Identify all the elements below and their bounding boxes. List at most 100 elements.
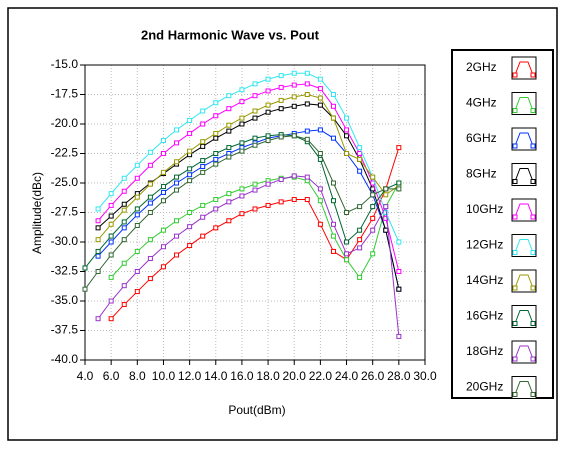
legend-glyph-marker — [512, 356, 518, 362]
legend-glyph-marker — [530, 285, 536, 291]
marker — [304, 197, 310, 203]
marker — [200, 233, 206, 239]
marker — [160, 169, 166, 175]
marker — [134, 269, 140, 274]
marker — [174, 233, 180, 239]
marker — [187, 130, 193, 136]
marker — [370, 204, 376, 210]
marker — [317, 151, 323, 156]
marker — [108, 316, 114, 322]
legend-glyph-marker — [530, 72, 536, 78]
legend-label: 6GHz — [466, 131, 497, 145]
y-tick-label: -30.0 — [51, 234, 79, 248]
marker — [252, 135, 258, 141]
marker — [304, 136, 310, 142]
marker — [265, 76, 271, 82]
marker — [226, 128, 232, 134]
legend-icon — [511, 56, 537, 80]
marker — [147, 210, 153, 215]
legend-icon — [511, 269, 537, 293]
legend-glyph-marker — [512, 285, 518, 291]
marker — [160, 227, 166, 233]
marker — [121, 175, 127, 181]
legend-icon — [511, 92, 537, 115]
legend-label: 16GHz — [466, 309, 503, 323]
marker — [265, 181, 271, 187]
legend-icon — [511, 340, 537, 364]
marker — [121, 225, 127, 231]
legend-glyph-marker — [512, 250, 518, 255]
marker — [304, 81, 310, 87]
legend-icon — [511, 198, 537, 222]
marker — [160, 264, 166, 270]
marker — [396, 186, 402, 192]
marker — [265, 133, 271, 139]
y-tick-label: -17.5 — [51, 87, 79, 101]
y-tick-label: -22.5 — [51, 146, 79, 160]
legend-glyph — [514, 310, 534, 324]
legend-glyph-marker — [512, 143, 518, 149]
legend-glyph-marker — [530, 321, 536, 326]
marker — [239, 186, 245, 192]
marker — [134, 212, 140, 218]
marker — [121, 219, 127, 225]
marker — [187, 243, 193, 249]
marker — [95, 206, 101, 212]
marker — [200, 139, 206, 145]
marker — [291, 133, 297, 139]
marker — [213, 225, 219, 231]
marker — [147, 181, 153, 187]
y-tick-label: -37.5 — [51, 323, 79, 337]
marker — [200, 214, 206, 220]
marker — [304, 101, 310, 107]
marker — [226, 145, 232, 151]
marker — [304, 92, 310, 97]
marker — [200, 121, 206, 127]
marker — [304, 174, 310, 180]
marker — [317, 156, 323, 162]
marker — [383, 192, 389, 198]
marker — [357, 245, 363, 251]
marker — [134, 194, 140, 200]
marker — [304, 70, 310, 76]
y-tick-label: -25.0 — [51, 175, 79, 189]
marker — [344, 251, 350, 257]
marker — [291, 94, 297, 100]
y-tick-label: -40.0 — [51, 352, 79, 366]
marker — [330, 135, 336, 141]
marker — [291, 197, 297, 203]
marker — [187, 117, 193, 123]
marker — [278, 106, 284, 112]
legend-icon — [511, 127, 537, 151]
marker — [239, 115, 245, 121]
marker — [278, 176, 284, 182]
marker — [252, 206, 258, 212]
marker — [291, 82, 297, 88]
marker — [174, 252, 180, 258]
legend-glyph — [514, 61, 534, 76]
marker — [344, 127, 350, 133]
marker — [187, 224, 193, 230]
legend-label: 12GHz — [466, 238, 503, 252]
marker — [357, 274, 363, 280]
x-tick-label: 16.0 — [230, 369, 254, 383]
marker — [200, 158, 206, 164]
marker — [357, 156, 363, 162]
marker — [239, 148, 245, 154]
marker — [108, 298, 114, 304]
marker — [174, 218, 180, 224]
marker — [370, 251, 376, 257]
marker — [317, 186, 323, 192]
marker — [108, 202, 114, 208]
marker — [357, 151, 363, 156]
legend-icon — [511, 376, 537, 399]
marker — [147, 276, 153, 282]
marker — [134, 175, 140, 181]
marker — [291, 173, 297, 179]
legend-icon — [511, 163, 537, 186]
marker — [252, 115, 258, 121]
marker — [265, 88, 271, 94]
x-tick-label: 22.0 — [309, 369, 333, 383]
legend-glyph — [514, 239, 534, 253]
marker — [147, 237, 153, 243]
